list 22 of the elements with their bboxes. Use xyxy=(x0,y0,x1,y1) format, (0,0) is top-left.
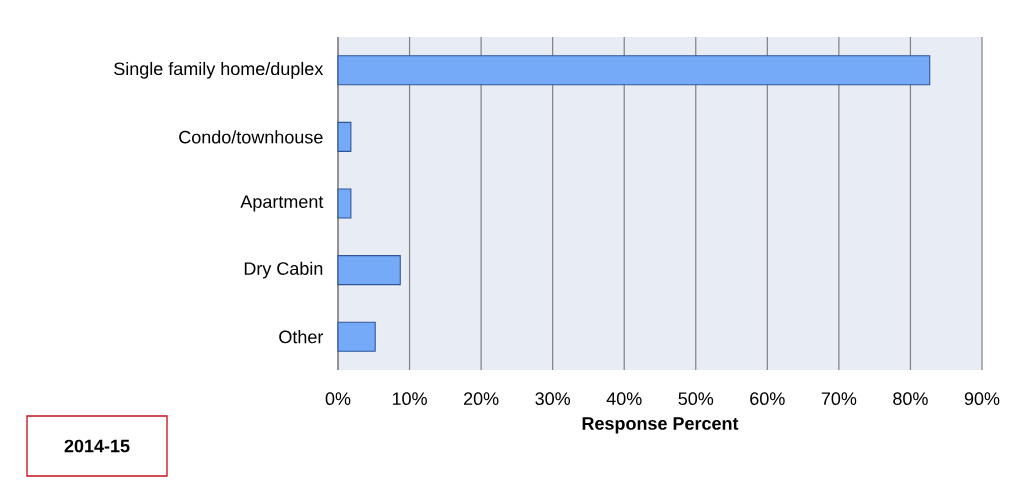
y-tick-label: Other xyxy=(279,330,324,344)
bar xyxy=(337,188,352,219)
x-tick-label: 20% xyxy=(463,392,499,405)
x-tick-label: 50% xyxy=(678,392,714,405)
x-tick-label: 0% xyxy=(325,392,351,405)
y-tick-label: Apartment xyxy=(240,195,324,212)
x-tick-label: 30% xyxy=(535,392,571,405)
x-axis-title: Response Percent xyxy=(582,417,739,434)
x-tick-label: 90% xyxy=(964,392,1000,405)
text: 2014-15 xyxy=(64,439,130,453)
bar xyxy=(337,55,931,86)
y-tick-label: Single family home/duplex xyxy=(114,61,324,79)
x-tick-label: 10% xyxy=(392,392,427,405)
y-tick-label: Dry Cabin xyxy=(244,261,323,279)
bar xyxy=(337,255,401,286)
x-tick-label: 40% xyxy=(606,392,642,405)
x-tick-label: 70% xyxy=(821,392,857,405)
bar xyxy=(337,121,352,152)
bar xyxy=(337,321,376,352)
x-tick-label: 60% xyxy=(750,392,785,405)
y-tick-label: Condo/townhouse xyxy=(179,130,323,144)
x-tick-label: 80% xyxy=(893,392,928,405)
